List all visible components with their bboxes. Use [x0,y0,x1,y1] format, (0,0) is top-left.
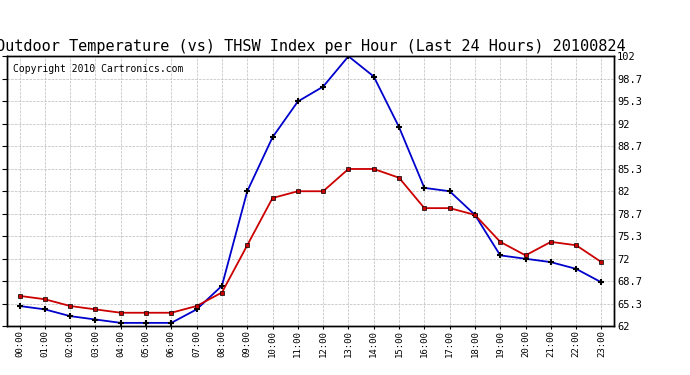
Text: Copyright 2010 Cartronics.com: Copyright 2010 Cartronics.com [13,64,184,74]
Title: Outdoor Temperature (vs) THSW Index per Hour (Last 24 Hours) 20100824: Outdoor Temperature (vs) THSW Index per … [0,39,625,54]
